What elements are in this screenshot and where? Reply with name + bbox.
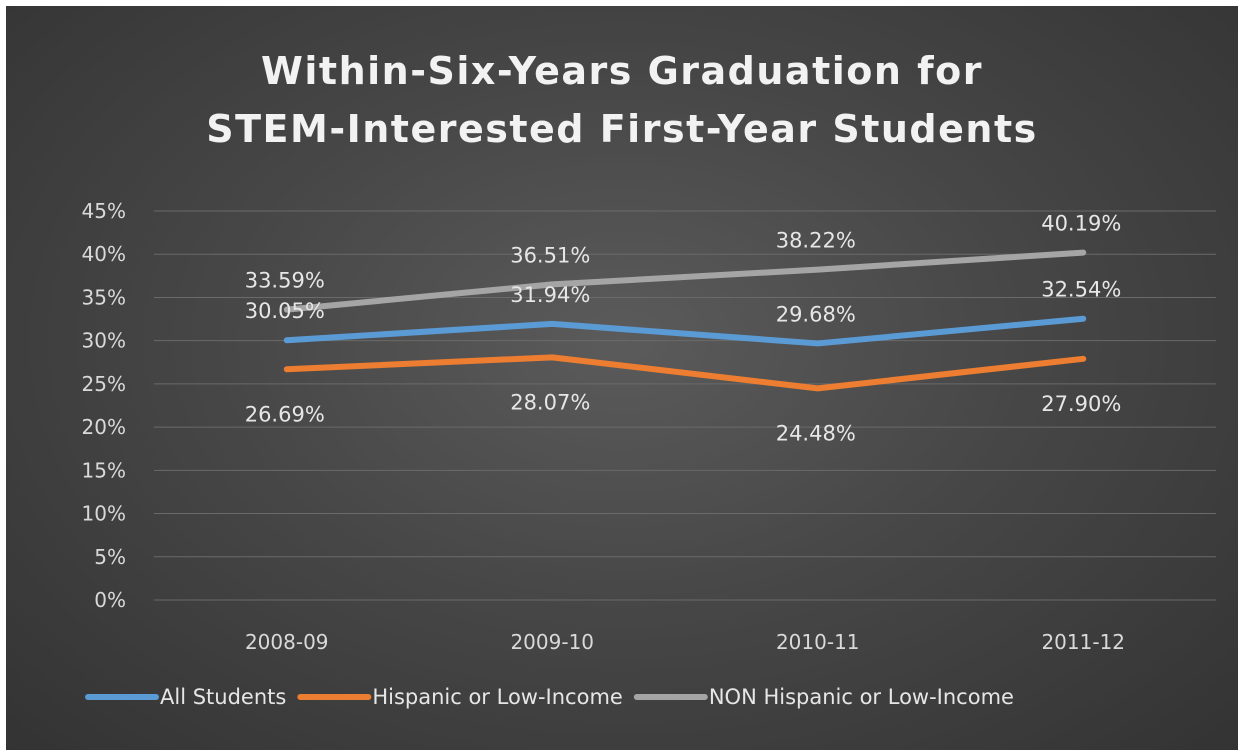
- y-tick-label: 25%: [82, 372, 126, 396]
- y-tick-label: 15%: [82, 458, 126, 482]
- data-label: 30.05%: [245, 299, 325, 323]
- data-label: 28.07%: [510, 390, 590, 414]
- y-tick-label: 35%: [82, 285, 126, 309]
- data-label: 33.59%: [245, 269, 325, 293]
- y-tick-label: 40%: [82, 242, 126, 266]
- y-tick-label: 30%: [82, 329, 126, 353]
- series-lines: [283, 249, 1087, 392]
- data-label: 38.22%: [776, 229, 856, 253]
- x-tick-label: 2010-11: [776, 630, 860, 654]
- chart-title-line-1: Within-Six-Years Graduation for: [261, 49, 983, 93]
- legend-label: Hispanic or Low-Income: [372, 685, 623, 709]
- data-label: 29.68%: [776, 302, 856, 326]
- line-chart: Within-Six-Years Graduation for STEM-Int…: [82, 49, 1216, 709]
- data-label: 27.90%: [1041, 392, 1121, 416]
- x-axis-ticks: 2008-09 2009-10 2010-11 2011-12: [245, 630, 1125, 654]
- chart-container: Within-Six-Years Graduation for STEM-Int…: [6, 6, 1238, 750]
- legend-label: NON Hispanic or Low-Income: [709, 685, 1014, 709]
- series-line: [283, 249, 1087, 313]
- y-tick-label: 5%: [94, 545, 126, 569]
- series-line: [283, 315, 1087, 347]
- data-label: 36.51%: [510, 243, 590, 267]
- legend: All Students Hispanic or Low-Income NON Hi…: [85, 685, 1014, 709]
- y-tick-label: 20%: [82, 415, 126, 439]
- data-labels: 30.05% 31.94% 29.68% 32.54% 26.69% 28.07% 24.4…: [245, 212, 1122, 446]
- data-label: 24.48%: [776, 421, 856, 445]
- data-label: 26.69%: [245, 402, 325, 426]
- data-label: 40.19%: [1041, 212, 1121, 236]
- y-tick-label: 45%: [82, 199, 126, 223]
- series-line: [283, 354, 1087, 392]
- y-axis-ticks: 0% 5% 10% 15% 20% 25% 30% 35% 40% 45%: [82, 199, 126, 612]
- legend-label: All Students: [160, 685, 286, 709]
- data-label: 32.54%: [1041, 278, 1121, 302]
- x-tick-label: 2008-09: [245, 630, 329, 654]
- x-tick-label: 2009-10: [510, 630, 594, 654]
- y-tick-label: 0%: [94, 588, 126, 612]
- gridlines: [154, 210, 1216, 601]
- data-label: 31.94%: [510, 283, 590, 307]
- x-tick-label: 2011-12: [1041, 630, 1125, 654]
- y-tick-label: 10%: [82, 502, 126, 526]
- chart-title-line-2: STEM-Interested First-Year Students: [206, 107, 1037, 151]
